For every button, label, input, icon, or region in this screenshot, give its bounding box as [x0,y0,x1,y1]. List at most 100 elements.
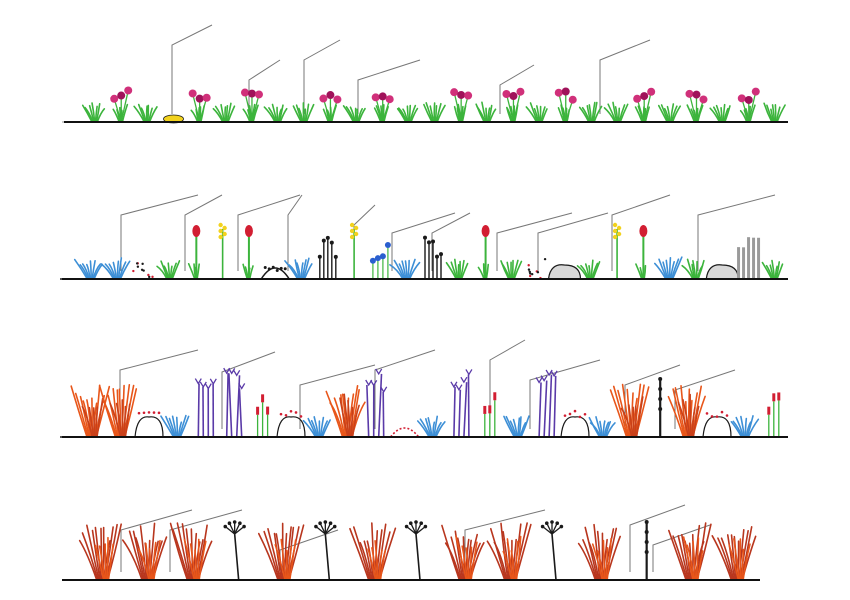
plant-grass [263,103,288,123]
plant-blue-tuft [73,258,104,280]
leader-line [499,64,535,114]
leader-line [374,349,436,429]
leader-line [357,59,421,114]
leader-line [184,194,223,271]
plant-blue-tuft [389,258,421,280]
plant-orange-grass [667,384,706,438]
plant-yellow-spike [349,222,359,279]
plant-grass [761,259,784,280]
plant-flower-magenta [450,88,473,123]
plant-red-spike [256,394,270,437]
plant-rust-grass [711,526,757,581]
plant-grass [763,102,786,123]
plant-black-umbel [314,520,337,581]
plant-rust-grass [441,524,485,581]
plant-black-mound [259,265,291,280]
plant-grass [81,102,106,123]
plant-grass [603,101,629,123]
plant-grass [445,258,469,280]
plant-blue-tuft [653,256,683,280]
plant-grass [657,103,682,123]
plant-grass [709,103,731,123]
plant-blue-tuft [284,257,313,280]
plant-red-spike [767,392,781,437]
plant-orange-grass [98,384,138,438]
plant-dots [527,257,547,280]
plant-grass [500,259,523,280]
plant-yellow-spike [612,222,622,279]
leader-line [119,349,199,429]
plant-outline-mound [276,409,306,438]
plant-rust-grass [577,523,621,581]
plant-blue-tuft [503,415,530,438]
plant-grass [423,102,446,123]
leader-line [652,524,711,572]
leader-line [391,212,456,271]
leader-line [171,24,213,114]
plant-rock [547,264,582,280]
plant-rock [705,264,739,280]
plant-grass [156,260,181,280]
leader-line [697,194,776,271]
plant-red-bud [187,225,201,280]
plant-grass [133,103,158,123]
plant-blue-tuft [302,416,331,438]
plant-dark-stems [317,235,338,279]
plant-blue-tuft [160,414,190,438]
plant-red-bud [635,225,648,280]
plant-flower-magenta [110,86,133,123]
plant-flower-magenta [240,88,263,123]
plant-blue-dots [369,242,391,279]
plant-black-stem [658,377,663,437]
plant-gray-stems [737,237,761,279]
plant-rust-grass [257,522,305,581]
plant-blue-tuft [730,415,760,438]
leader-line [629,504,686,572]
plant-purple-stems [365,368,388,438]
plant-blue-tuft [100,257,131,280]
leader-line [303,39,341,114]
plant-rust-grass [486,522,532,581]
planting-row-4 [62,504,760,581]
plant-orange-grass [70,384,111,438]
leader-line [674,369,736,429]
leader-line [237,194,301,271]
plant-dots [132,262,154,279]
plant-rust-grass [668,522,712,581]
leader-line [529,359,601,429]
plant-black-umbel [404,520,428,581]
plant-blue-tuft [416,415,446,438]
plant-grass [525,102,548,123]
plant-grass [396,104,419,123]
plant-yellow-spike [218,222,227,279]
plant-flower-magenta [502,87,525,123]
plant-red-mound [389,427,420,438]
plant-grass [292,102,315,123]
plant-rust-grass [169,522,213,581]
plant-outline-mound [702,410,732,438]
plant-rust-grass [349,522,397,581]
plant-rust-grass [121,522,168,581]
plant-flower-magenta [633,87,656,123]
plant-flower-magenta [371,92,394,123]
plant-grass [578,101,603,123]
planting-row-3 [60,339,788,438]
leader-line [169,509,243,572]
leader-line [248,59,281,114]
plant-purple-stems [194,378,217,438]
plant-blue-tuft [588,416,616,438]
leader-line [431,212,471,271]
plant-rust-grass [78,523,122,581]
plant-black-stem [644,520,649,580]
leader-line [496,212,573,271]
leader-line [120,194,199,271]
plant-flower-magenta [737,87,760,123]
plant-black-umbel [540,520,564,581]
planting-row-1 [62,24,788,124]
plant-flower-magenta [554,87,577,123]
plant-purple-stems [450,369,473,438]
leader-line [120,509,193,572]
plant-grass [681,258,705,280]
plant-dark-stems [423,235,443,279]
